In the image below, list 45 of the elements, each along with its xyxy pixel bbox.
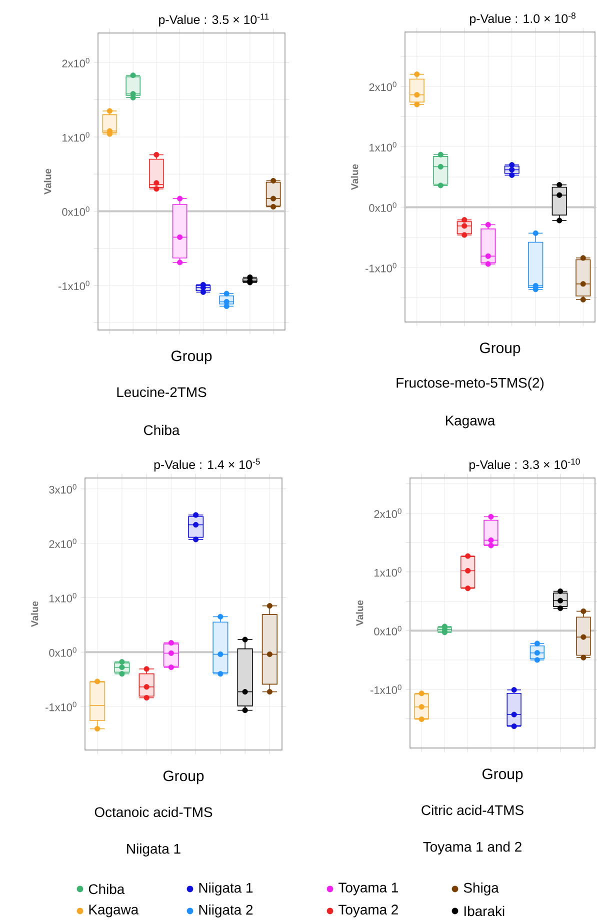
y-tick-label: 2x10$^{0}$ (374, 508, 402, 518)
chart-title: p-Value : 1.4 × 10$^{-5}$ (154, 458, 260, 472)
y-tick-label: -1x10$^{0}$ (58, 280, 90, 290)
text: Fructose-meto-5TMS(2) (396, 377, 544, 390)
text: Kagawa (446, 416, 496, 428)
text: Chiba (144, 424, 180, 436)
y-tick-label: -1x10$^{0}$ (46, 702, 76, 712)
y-tick-label: -1x10$^{0}$ (366, 262, 396, 272)
y-tick-label: 1x10$^{0}$ (374, 567, 402, 577)
y-tick-label: 2x10$^{0}$ (369, 82, 396, 92)
category-label: Kagawa (89, 904, 139, 918)
chart-title: p-Value : 1.0 × 10$^{-8}$ (470, 12, 576, 26)
y-tick-label: 0x10$^{0}$ (49, 647, 76, 657)
y-tick-label: -1x10$^{0}$ (370, 684, 402, 694)
y-axis-title: Value (350, 164, 358, 190)
y-axis-title: Value (356, 600, 364, 626)
x-axis-title: Group (480, 342, 520, 356)
category-label: Toyama 2 (338, 904, 398, 918)
y-tick-label: 1x10$^{0}$ (370, 142, 396, 152)
text: Octanoic acid-TMS (94, 806, 212, 818)
text: Leucine-2TMS (117, 386, 206, 398)
x-axis-title: Group (482, 768, 523, 782)
y-tick-label: 0x10$^{0}$ (374, 626, 402, 636)
text: Toyama 1 and 2 (423, 841, 522, 854)
chart-title: p-Value : 3.5 × 10$^{-11}$ (159, 14, 269, 26)
category-label: Shiga (464, 882, 499, 896)
category-label: Chiba (88, 884, 125, 894)
category-label: Toyama 1 (338, 882, 398, 896)
x-axis-title: Group (163, 770, 204, 784)
y-axis-title: Value (30, 601, 38, 627)
text: Citric acid-4TMS (422, 804, 524, 816)
y-tick-label: 1x10$^{0}$ (62, 132, 90, 142)
y-tick-label: 2x10$^{0}$ (62, 58, 90, 68)
x-axis-title: Group (171, 350, 212, 364)
category-label: Niigata 1 (199, 882, 253, 896)
y-axis-title: Value (44, 168, 52, 194)
y-tick-label: 0x10$^{0}$ (369, 202, 396, 212)
category-label: Niigata 2 (199, 904, 253, 918)
chart-title: p-Value : 3.3 × 10$^{-10}$ (470, 458, 580, 472)
y-tick-label: 0x10$^{0}$ (62, 206, 90, 216)
y-tick-label: 3x10$^{0}$ (49, 484, 76, 494)
y-tick-label: 1x10$^{0}$ (50, 592, 76, 602)
text: Niigata 1 (127, 843, 180, 856)
y-tick-label: 2x10$^{0}$ (49, 538, 76, 548)
category-label: Ibaraki (464, 906, 504, 916)
